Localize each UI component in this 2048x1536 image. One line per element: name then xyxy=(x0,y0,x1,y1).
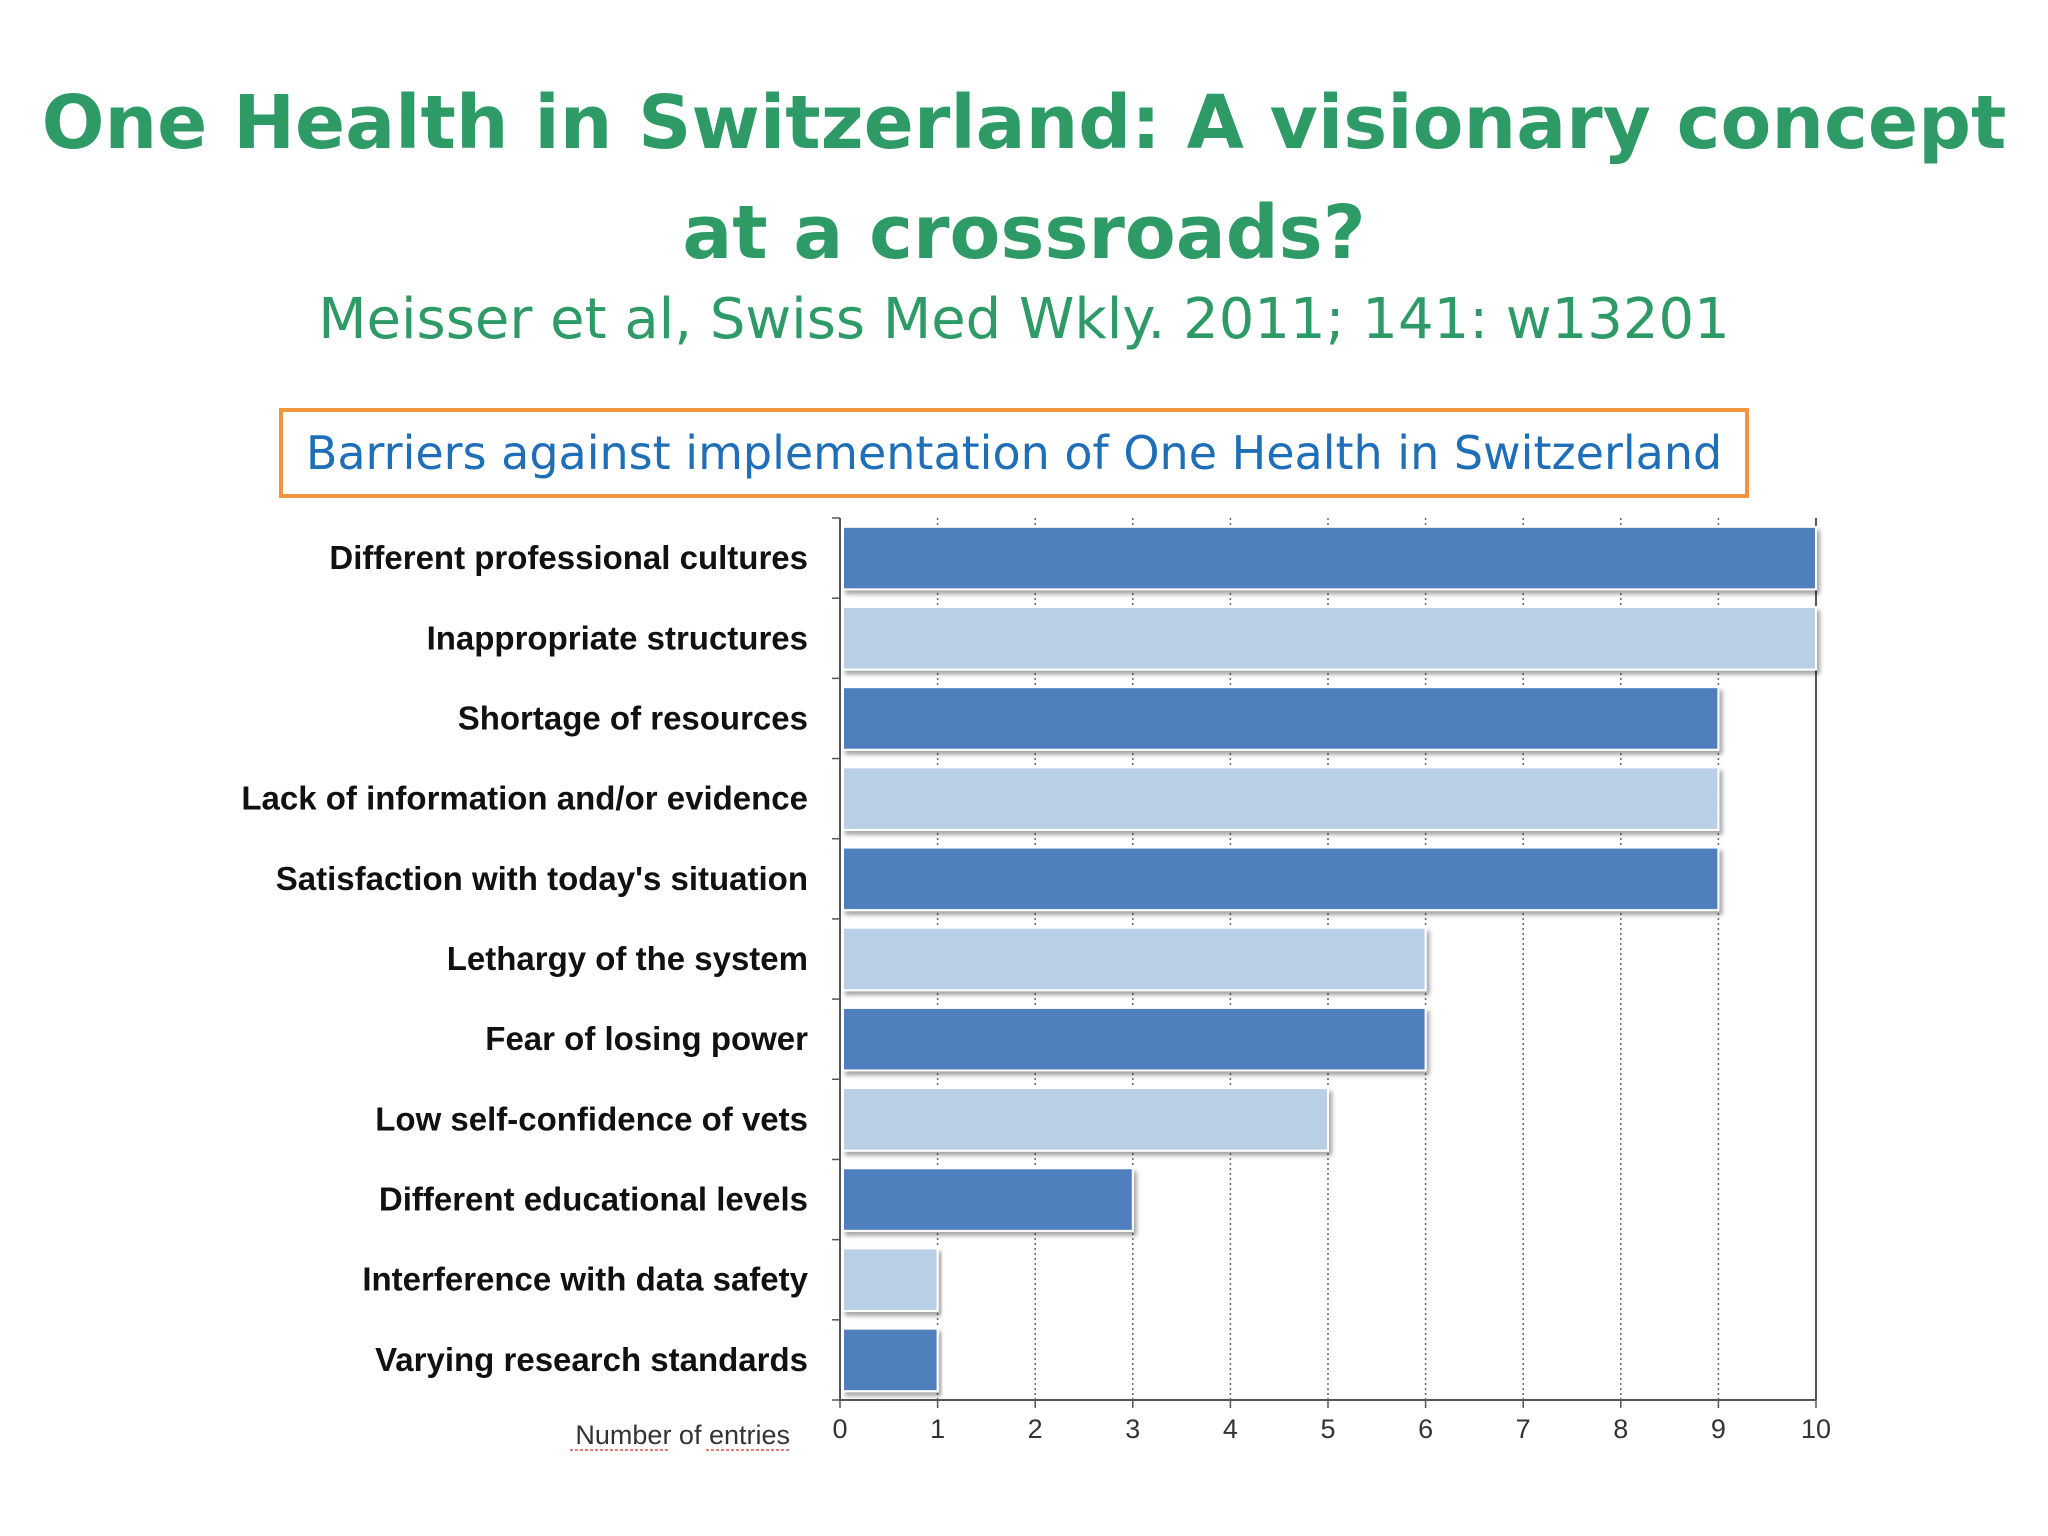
citation: Meisser et al, Swiss Med Wkly. 2011; 141… xyxy=(318,287,1730,352)
category-label: Lethargy of the system xyxy=(447,940,808,977)
bar xyxy=(842,766,1720,831)
chart-caption-box: Barriers against implementation of One H… xyxy=(279,408,1749,498)
x-tick-label: 4 xyxy=(1223,1414,1238,1444)
category-label: Varying research standards xyxy=(375,1341,808,1378)
category-label: Fear of losing power xyxy=(485,1020,808,1057)
bar xyxy=(842,606,1817,671)
slide-title-line-2: at a crossroads? xyxy=(682,190,1366,276)
bar xyxy=(842,525,1817,591)
bar xyxy=(842,1167,1134,1232)
x-tick-label: 8 xyxy=(1613,1414,1628,1444)
x-tick-labels: 0 1 2 3 4 5 6 7 8 9 10 xyxy=(832,1414,1831,1444)
category-label: Satisfaction with today's situation xyxy=(276,860,808,897)
slide-title-line-1: One Health in Switzerland: A visionary c… xyxy=(41,80,2007,166)
bar xyxy=(842,1006,1427,1072)
bar xyxy=(842,1327,939,1393)
category-label: Lack of information and/or evidence xyxy=(241,780,808,817)
x-tick-label: 1 xyxy=(930,1414,945,1444)
category-label: Low self-confidence of vets xyxy=(375,1100,808,1137)
x-tick-label: 6 xyxy=(1418,1414,1433,1444)
x-tick-label: 2 xyxy=(1028,1414,1043,1444)
x-tick-label: 5 xyxy=(1320,1414,1335,1444)
category-label: Shortage of resources xyxy=(458,699,808,736)
bar xyxy=(842,926,1427,992)
x-tick-label: 10 xyxy=(1801,1414,1831,1444)
bar xyxy=(842,846,1720,912)
category-label: Interference with data safety xyxy=(362,1261,808,1298)
x-tick-label: 9 xyxy=(1711,1414,1726,1444)
category-label: Different professional cultures xyxy=(329,539,808,576)
bar xyxy=(842,1087,1329,1152)
x-tick-label: 7 xyxy=(1516,1414,1531,1444)
category-labels: Different professional cultures Inappropr… xyxy=(241,539,808,1378)
bars xyxy=(842,525,1817,1393)
bar xyxy=(842,686,1720,751)
x-axis-label: Number of entries xyxy=(575,1420,790,1450)
x-tick-label: 0 xyxy=(832,1414,847,1444)
slide-title: One Health in Switzerland: A visionary c… xyxy=(0,68,2048,288)
category-label: Inappropriate structures xyxy=(427,619,808,656)
x-tick-label: 3 xyxy=(1125,1414,1140,1444)
category-label: Different educational levels xyxy=(379,1181,808,1218)
bar xyxy=(842,1247,939,1312)
